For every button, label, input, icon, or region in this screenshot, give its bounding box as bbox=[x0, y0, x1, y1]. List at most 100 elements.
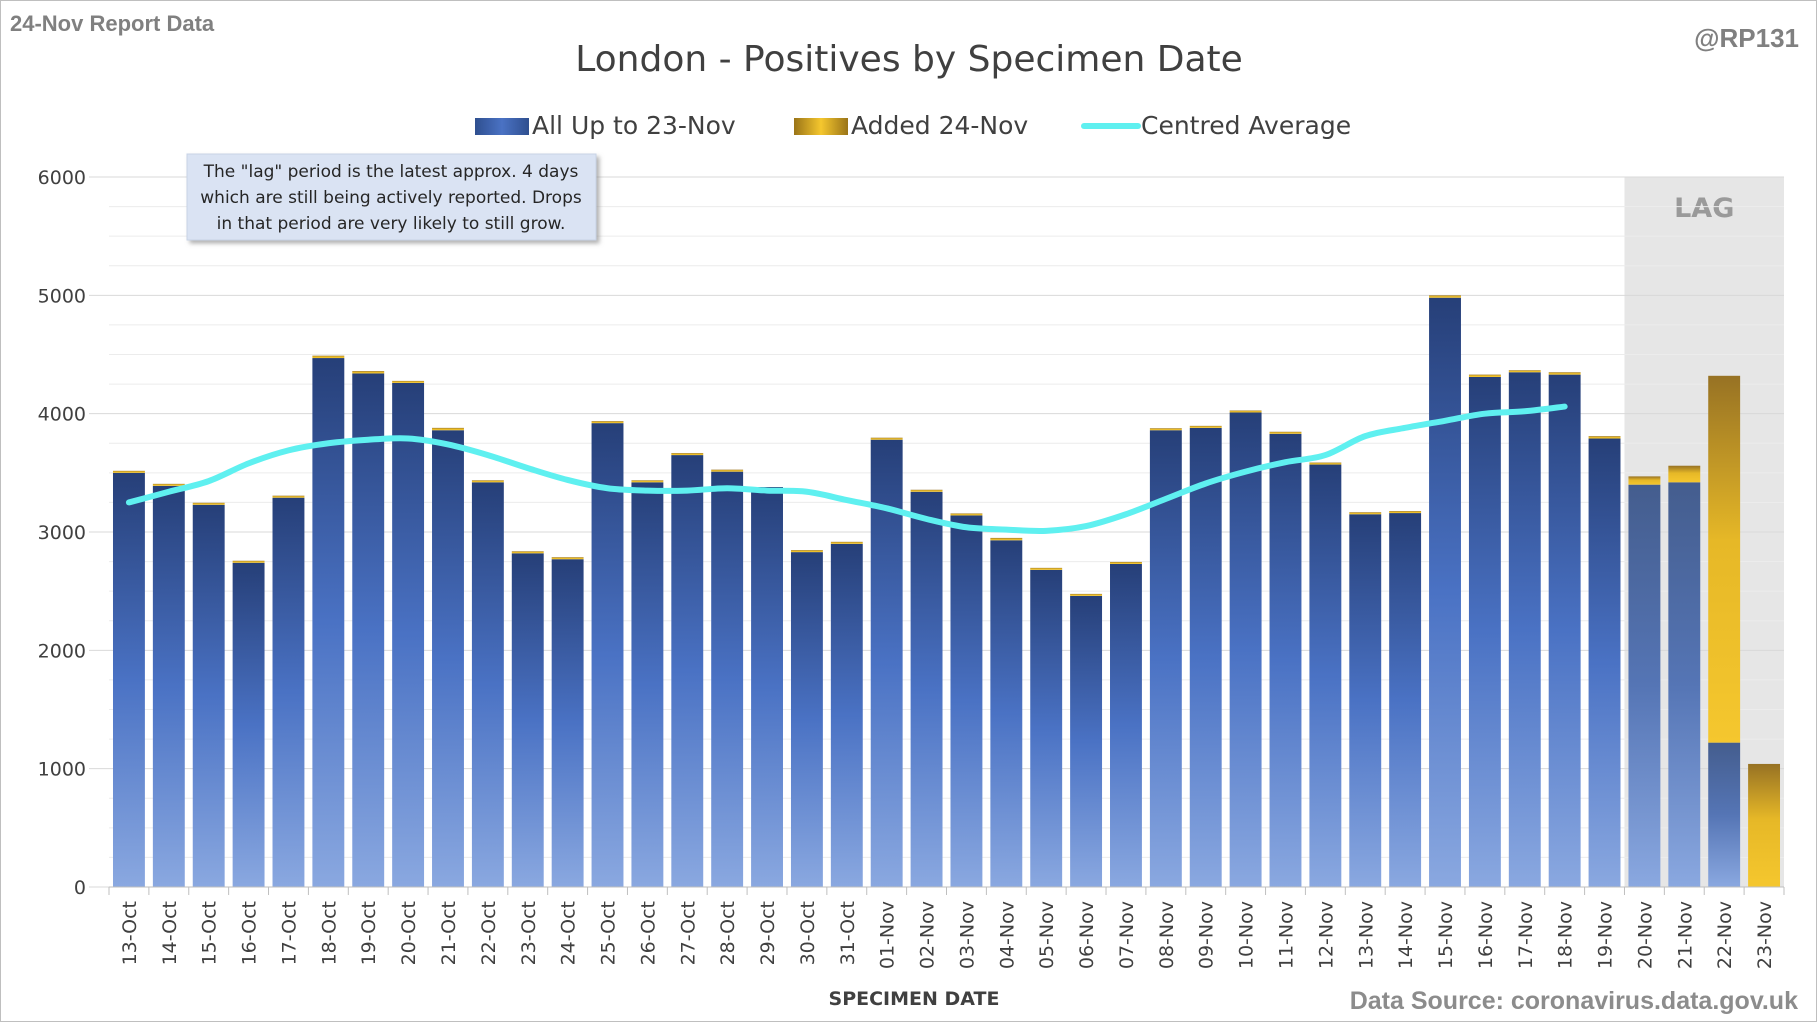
bar-all-up-to-23-nov bbox=[1668, 482, 1701, 887]
bar-all-up-to-23-nov bbox=[352, 373, 385, 887]
y-tick-label: 5000 bbox=[38, 285, 86, 307]
x-tick-label: 17-Nov bbox=[1515, 901, 1537, 969]
x-tick-label: 14-Oct bbox=[159, 901, 181, 965]
bar-added-24-nov bbox=[1588, 436, 1621, 439]
x-tick-label: 21-Oct bbox=[438, 901, 460, 965]
bar-added-24-nov bbox=[830, 541, 863, 544]
bar-added-24-nov bbox=[112, 470, 145, 473]
bar-added-24-nov bbox=[1070, 593, 1103, 596]
bar-added-24-nov bbox=[1628, 476, 1661, 485]
bar-all-up-to-23-nov bbox=[711, 471, 744, 887]
chart-title: London - Positives by Specimen Date bbox=[575, 39, 1243, 80]
report-label: 24-Nov Report Data bbox=[10, 11, 215, 36]
bar-added-24-nov bbox=[910, 489, 943, 492]
lag-note-line-3: in that period are very likely to still … bbox=[217, 214, 566, 234]
bar-added-24-nov bbox=[591, 421, 624, 424]
bar-added-24-nov bbox=[192, 502, 225, 505]
x-tick-label: 18-Nov bbox=[1555, 901, 1577, 969]
x-tick-label: 16-Oct bbox=[239, 901, 261, 965]
x-tick-label: 05-Nov bbox=[1036, 901, 1058, 969]
bar-all-up-to-23-nov bbox=[1349, 514, 1382, 887]
y-tick-label: 3000 bbox=[38, 522, 86, 544]
x-tick-label: 29-Oct bbox=[757, 901, 779, 965]
bar-added-24-nov bbox=[471, 480, 504, 483]
bar-added-24-nov bbox=[152, 483, 185, 486]
bars bbox=[109, 295, 1784, 888]
bar-added-24-nov bbox=[950, 513, 983, 516]
lag-note-box bbox=[186, 153, 597, 241]
x-tick-label: 03-Nov bbox=[956, 901, 978, 969]
legend: All Up to 23-Nov Added 24-Nov Centred Av… bbox=[475, 111, 1351, 140]
bar-added-24-nov bbox=[1389, 511, 1422, 514]
bar-added-24-nov bbox=[671, 453, 704, 456]
x-tick-label: 06-Nov bbox=[1076, 901, 1098, 969]
x-tick-label: 17-Oct bbox=[278, 901, 300, 965]
bar-added-24-nov bbox=[1030, 567, 1063, 570]
bar-all-up-to-23-nov bbox=[511, 553, 544, 887]
bar-all-up-to-23-nov bbox=[1468, 376, 1501, 887]
x-tick-label: 23-Oct bbox=[518, 901, 540, 965]
lag-note-line-2: which are still being actively reported.… bbox=[200, 188, 582, 208]
bar-all-up-to-23-nov bbox=[1269, 433, 1302, 887]
bar-added-24-nov bbox=[272, 495, 305, 498]
bar-all-up-to-23-nov bbox=[312, 358, 345, 887]
x-tick-label: 28-Oct bbox=[717, 901, 739, 965]
x-tick-label: 23-Nov bbox=[1754, 901, 1776, 969]
y-tick-label: 2000 bbox=[38, 640, 86, 662]
x-tick-label: 20-Nov bbox=[1634, 901, 1656, 969]
bar-added-24-nov bbox=[870, 437, 903, 440]
bar-added-24-nov bbox=[1189, 425, 1222, 428]
bar-all-up-to-23-nov bbox=[830, 543, 863, 887]
bar-all-up-to-23-nov bbox=[671, 455, 704, 887]
y-tick-label: 4000 bbox=[38, 404, 86, 426]
x-tick-label: 20-Oct bbox=[398, 901, 420, 965]
bar-all-up-to-23-nov bbox=[910, 491, 943, 887]
bar-all-up-to-23-nov bbox=[1429, 297, 1461, 887]
x-tick-label: 24-Oct bbox=[558, 901, 580, 965]
lag-note-line-1: The "lag" period is the latest approx. 4… bbox=[203, 162, 579, 182]
bar-added-24-nov bbox=[1508, 370, 1541, 373]
x-tick-label: 13-Nov bbox=[1355, 901, 1377, 969]
bar-all-up-to-23-nov bbox=[1508, 372, 1541, 887]
bar-added-24-nov bbox=[1149, 428, 1182, 431]
bar-added-24-nov bbox=[1668, 465, 1701, 483]
x-tick-label: 04-Nov bbox=[996, 901, 1018, 969]
x-tick-label: 27-Oct bbox=[677, 901, 699, 965]
bar-all-up-to-23-nov bbox=[272, 497, 305, 887]
centred-average-path bbox=[125, 403, 1568, 534]
bar-added-24-nov bbox=[1349, 512, 1382, 515]
x-tick-label: 26-Oct bbox=[637, 901, 659, 965]
bar-added-24-nov bbox=[1468, 374, 1501, 377]
bar-added-24-nov bbox=[551, 557, 584, 560]
bar-added-24-nov bbox=[232, 560, 265, 563]
y-tick-label: 0 bbox=[74, 877, 86, 899]
x-tick-label: 10-Nov bbox=[1236, 901, 1258, 969]
x-tick-label: 19-Oct bbox=[358, 901, 380, 965]
x-tick-label: 19-Nov bbox=[1595, 901, 1617, 969]
x-tick-label: 02-Nov bbox=[917, 901, 939, 969]
x-tick-label: 09-Nov bbox=[1196, 901, 1218, 969]
bar-added-24-nov bbox=[1229, 410, 1262, 413]
bar-all-up-to-23-nov bbox=[1309, 464, 1342, 887]
bar-all-up-to-23-nov bbox=[1389, 513, 1422, 887]
bar-all-up-to-23-nov bbox=[1588, 438, 1621, 887]
bar-all-up-to-23-nov bbox=[551, 559, 584, 887]
y-tick-label: 6000 bbox=[38, 167, 86, 189]
bar-added-24-nov bbox=[1548, 372, 1581, 375]
x-tick-label: 01-Nov bbox=[877, 901, 899, 969]
x-axis-label: SPECIMEN DATE bbox=[829, 988, 1000, 1010]
x-tick-label: 30-Oct bbox=[797, 901, 819, 965]
bar-added-24-nov bbox=[1429, 295, 1461, 298]
bar-all-up-to-23-nov bbox=[471, 482, 504, 887]
x-tick-label: 31-Oct bbox=[837, 901, 859, 965]
bar-added-24-nov bbox=[1309, 462, 1342, 465]
y-tick-label: 1000 bbox=[38, 759, 86, 781]
bar-added-24-nov bbox=[312, 355, 345, 359]
bar-added-24-nov bbox=[511, 551, 544, 554]
bar-all-up-to-23-nov bbox=[790, 552, 823, 887]
x-tick-label: 16-Nov bbox=[1475, 901, 1497, 969]
bar-all-up-to-23-nov bbox=[950, 515, 983, 887]
bar-all-up-to-23-nov bbox=[1548, 374, 1581, 887]
bar-added-24-nov bbox=[1110, 561, 1142, 564]
